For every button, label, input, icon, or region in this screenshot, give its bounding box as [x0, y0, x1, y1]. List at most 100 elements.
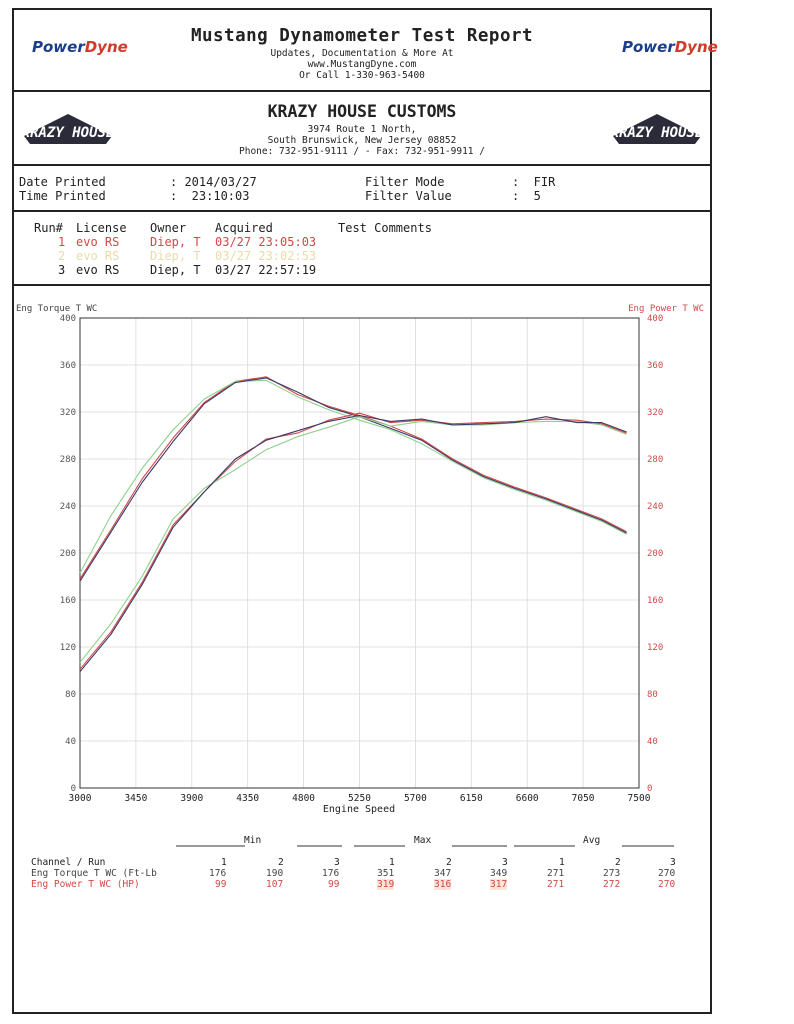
- summary-value: 272: [603, 879, 621, 890]
- y-tick-label-left: 120: [60, 643, 76, 653]
- y-tick-label-left: 80: [65, 690, 76, 700]
- y-tick-label-right: 400: [647, 314, 663, 324]
- filter-value-label: Filter Value: [365, 189, 452, 203]
- summary-value: 351: [377, 868, 395, 879]
- y-tick-label-right: 200: [647, 549, 663, 559]
- summary-value: 317: [490, 879, 508, 890]
- krazy-house-logo-left: KRAZY HOUSE: [21, 114, 115, 144]
- summary-run-number: 1: [221, 857, 227, 868]
- x-tick-label: 3000: [69, 793, 92, 804]
- krazy-house-logo-right: KRAZY HOUSE: [610, 114, 704, 144]
- summary-channel-header: Channel / Run: [31, 857, 106, 868]
- y-tick-label-left: 0: [71, 784, 76, 794]
- y-tick-label-right: 280: [647, 455, 663, 465]
- power-curve-run-3: [79, 414, 627, 673]
- summary-run-number: 1: [389, 857, 395, 868]
- summary-value: 349: [490, 868, 508, 879]
- run-3-owner: Diep, T: [150, 263, 201, 277]
- filter-value-value: : 5: [512, 189, 541, 203]
- summary-row-power-label: Eng Power T WC (HP): [31, 879, 140, 890]
- x-tick-label: 7500: [628, 793, 651, 804]
- x-tick-label: 4350: [236, 793, 259, 804]
- summary-value: 319: [377, 879, 395, 890]
- y-tick-label-left: 200: [60, 549, 76, 559]
- run-2-num: 2: [58, 249, 66, 263]
- x-tick-label: 3900: [180, 793, 203, 804]
- power-curve-run-1: [79, 412, 627, 670]
- x-tick-label: 3450: [124, 793, 147, 804]
- shop-address-2: South Brunswick, New Jersey 08852: [267, 135, 457, 146]
- y-tick-label-left: 240: [60, 502, 76, 512]
- torque-curve-run-3: [79, 377, 627, 582]
- run-1-license: evo RS: [76, 235, 120, 249]
- report-title: Mustang Dynamometer Test Report: [190, 26, 534, 46]
- summary-value: 176: [322, 868, 340, 879]
- run-1-owner: Diep, T: [150, 235, 201, 249]
- y-tick-label-right: 80: [647, 690, 658, 700]
- run-1-num: 1: [58, 235, 66, 249]
- shop-address-1: 3974 Route 1 North,: [307, 124, 417, 135]
- header-line-3: Or Call 1-330-963-5400: [299, 70, 425, 81]
- run-2-license: evo RS: [76, 249, 120, 263]
- x-tick-label: 7050: [572, 793, 595, 804]
- summary-value: 190: [266, 868, 284, 879]
- y-tick-label-left: 400: [60, 314, 76, 324]
- summary-value: 316: [434, 879, 452, 890]
- right-axis-title: Eng Power T WC: [628, 304, 704, 314]
- time-printed-label: Time Printed: [19, 189, 106, 203]
- summary-run-number: 3: [502, 857, 508, 868]
- shop-name: KRAZY HOUSE CUSTOMS: [267, 102, 457, 121]
- filter-mode-value: : FIR: [512, 175, 556, 189]
- runs-header-owner: Owner: [150, 221, 187, 235]
- summary-table: Min Max Avg Channel / Run 1 2 3 1 2 3 1 2 3 Eng …: [12, 826, 712, 896]
- summary-value: 107: [266, 879, 284, 890]
- report-frame: [12, 8, 712, 1014]
- y-tick-label-right: 360: [647, 361, 663, 371]
- y-tick-label-left: 160: [60, 596, 76, 606]
- y-tick-label-left: 280: [60, 455, 76, 465]
- run-1-acquired: 03/27 23:05:03: [215, 235, 317, 249]
- header-line-1: Updates, Documentation & More At: [270, 48, 454, 59]
- y-tick-label-left: 320: [60, 408, 76, 418]
- runs-header-license: License: [76, 221, 127, 235]
- print-info: Date Printed : 2014/03/27 Time Printed :…: [12, 166, 712, 212]
- summary-value: 273: [603, 868, 621, 879]
- summary-value: 347: [434, 868, 452, 879]
- run-2-owner: Diep, T: [150, 249, 201, 263]
- runs-header-comments: Test Comments: [338, 221, 432, 235]
- summary-value: 99: [215, 879, 227, 890]
- summary-row-torque-label: Eng Torque T WC (Ft-Lb: [31, 868, 157, 879]
- summary-value: 270: [658, 868, 676, 879]
- report-header: PowerDyne PowerDyne Mustang Dynamometer …: [12, 8, 718, 92]
- y-tick-label-left: 360: [60, 361, 76, 371]
- svg-text:KRAZY HOUSE: KRAZY HOUSE: [21, 125, 115, 141]
- left-axis-title: Eng Torque T WC: [16, 304, 97, 314]
- dyno-chart: Eng Torque T WC Eng Power T WC Engine Sp…: [16, 304, 704, 815]
- x-tick-label: 4800: [292, 793, 315, 804]
- power-curve-run-2: [79, 416, 627, 663]
- svg-text:KRAZY HOUSE: KRAZY HOUSE: [610, 125, 704, 141]
- date-printed-label: Date Printed: [19, 175, 106, 189]
- summary-run-number: 3: [334, 857, 340, 868]
- x-axis-title: Engine Speed: [323, 804, 395, 815]
- y-tick-label-right: 0: [647, 784, 652, 794]
- summary-value: 99: [328, 879, 340, 890]
- summary-run-number: 2: [615, 857, 621, 868]
- summary-value: 270: [658, 879, 676, 890]
- shop-phone: Phone: 732-951-9111 / - Fax: 732-951-991…: [239, 146, 485, 157]
- summary-run-number: 3: [670, 857, 676, 868]
- torque-curve-run-2: [79, 379, 627, 574]
- summary-dividers: [176, 845, 674, 847]
- y-tick-label-right: 160: [647, 596, 663, 606]
- chart-grid: [80, 318, 639, 788]
- plot-area-border: [79, 317, 640, 789]
- runs-header-run: Run#: [34, 221, 63, 235]
- summary-run-number: 2: [446, 857, 452, 868]
- x-tick-label: 5250: [348, 793, 371, 804]
- summary-run-number: 2: [278, 857, 284, 868]
- date-printed-value: : 2014/03/27: [170, 175, 257, 189]
- x-tick-label: 6150: [460, 793, 483, 804]
- runs-header-acquired: Acquired: [215, 221, 273, 235]
- runs-table: Run# License Owner Acquired Test Comment…: [12, 212, 712, 286]
- x-tick-label: 5700: [404, 793, 427, 804]
